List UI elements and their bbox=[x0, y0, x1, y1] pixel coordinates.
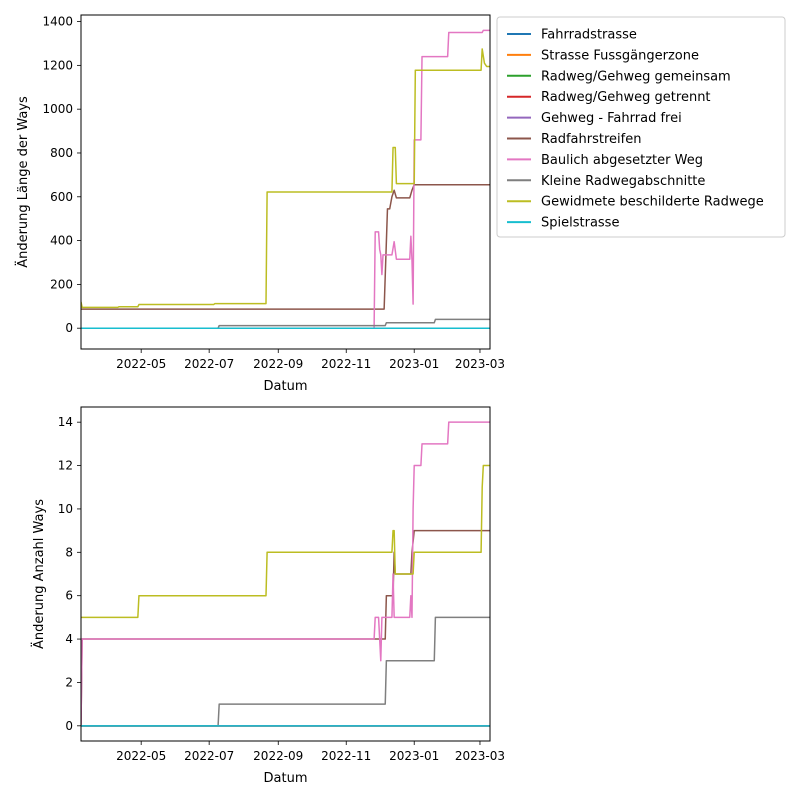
legend-label: Baulich abgesetzter Weg bbox=[541, 153, 703, 168]
legend-label: Gehweg - Fahrrad frei bbox=[541, 111, 682, 126]
legend-label: Fahrradstrasse bbox=[541, 28, 637, 43]
length-chart-lines bbox=[81, 29, 490, 329]
length-chart-y-tick-label: 600 bbox=[50, 190, 73, 204]
count-chart-series-7 bbox=[81, 616, 490, 727]
count-chart-series-6 bbox=[81, 421, 490, 726]
length-chart-y-axis: 0 200 400 600 800 1000 1200 1400 bbox=[42, 15, 81, 335]
legend-label: Kleine Radwegabschnitte bbox=[541, 174, 705, 189]
length-chart-x-tick-label: 2022-05 bbox=[116, 357, 166, 371]
count-chart-y-tick-label: 12 bbox=[58, 459, 73, 473]
legend: Fahrradstrasse Strasse Fussgängerzone Radw… bbox=[496, 16, 786, 238]
count-chart-y-tick-label: 4 bbox=[65, 632, 73, 646]
legend-label: Radweg/Gehweg gemeinsam bbox=[541, 69, 731, 84]
count-chart-x-tick-label: 2023-01 bbox=[389, 749, 439, 763]
length-chart-x-tick-label: 2023-01 bbox=[389, 357, 439, 371]
length-chart-y-tick-label: 1200 bbox=[42, 58, 73, 72]
legend-label: Radweg/Gehweg getrennt bbox=[541, 90, 711, 105]
legend-items: Fahrradstrasse Strasse Fussgängerzone Radw… bbox=[507, 28, 764, 231]
length-chart-series-8 bbox=[81, 48, 490, 309]
length-chart-y-tick-label: 400 bbox=[50, 234, 73, 248]
legend-label: Spielstrasse bbox=[541, 216, 619, 231]
count-chart-frame bbox=[80, 406, 491, 742]
count-chart-series-8 bbox=[81, 464, 490, 619]
length-chart-frame bbox=[80, 14, 491, 350]
legend-label: Radfahrstreifen bbox=[541, 132, 641, 147]
length-chart-x-tick-label: 2022-07 bbox=[184, 357, 234, 371]
length-chart-y-tick-label: 1000 bbox=[42, 102, 73, 116]
count-chart-y-tick-label: 14 bbox=[58, 415, 73, 429]
count-chart-y-tick-label: 2 bbox=[65, 675, 73, 689]
count-chart-x-label: Datum bbox=[264, 771, 308, 786]
count-chart-y-tick-label: 0 bbox=[65, 719, 73, 733]
count-chart-y-label: Änderung Anzahl Ways bbox=[31, 499, 47, 649]
count-change-chart: 2022-05 2022-07 2022-09 2022-11 2023-01 2023-… bbox=[31, 406, 505, 786]
length-chart-y-tick-label: 800 bbox=[50, 146, 73, 160]
length-chart-x-tick-label: 2022-11 bbox=[321, 357, 371, 371]
length-chart-x-axis: 2022-05 2022-07 2022-09 2022-11 2023-01 2023-… bbox=[116, 349, 505, 371]
legend-label: Strasse Fussgängerzone bbox=[541, 48, 699, 63]
count-chart-x-tick-label: 2023-03 bbox=[455, 749, 505, 763]
count-chart-lines bbox=[81, 421, 490, 727]
count-chart-x-tick-label: 2022-07 bbox=[184, 749, 234, 763]
length-chart-series-6 bbox=[81, 29, 490, 329]
count-chart-x-tick-label: 2022-05 bbox=[116, 749, 166, 763]
length-chart-y-tick-label: 200 bbox=[50, 277, 73, 291]
count-chart-y-axis: 0 2 4 6 8 10 12 14 bbox=[58, 415, 81, 733]
count-chart-x-axis: 2022-05 2022-07 2022-09 2022-11 2023-01 2023-… bbox=[116, 741, 505, 763]
length-chart-x-label: Datum bbox=[264, 379, 308, 394]
length-chart-x-tick-label: 2023-03 bbox=[455, 357, 505, 371]
count-chart-x-tick-label: 2022-11 bbox=[321, 749, 371, 763]
count-chart-y-tick-label: 6 bbox=[65, 589, 73, 603]
length-change-chart: 2022-05 2022-07 2022-09 2022-11 2023-01 2023-… bbox=[15, 14, 505, 394]
length-chart-y-label: Änderung Länge der Ways bbox=[15, 96, 31, 268]
count-chart-y-tick-label: 8 bbox=[65, 545, 73, 559]
length-chart-y-tick-label: 1400 bbox=[42, 15, 73, 29]
length-chart-x-tick-label: 2022-09 bbox=[253, 357, 303, 371]
count-chart-y-tick-label: 10 bbox=[58, 502, 73, 516]
length-chart-series-5 bbox=[81, 183, 490, 310]
legend-label: Gewidmete beschilderte Radwege bbox=[541, 195, 764, 210]
length-chart-y-tick-label: 0 bbox=[65, 321, 73, 335]
legend-box bbox=[496, 16, 786, 238]
count-chart-x-tick-label: 2022-09 bbox=[253, 749, 303, 763]
